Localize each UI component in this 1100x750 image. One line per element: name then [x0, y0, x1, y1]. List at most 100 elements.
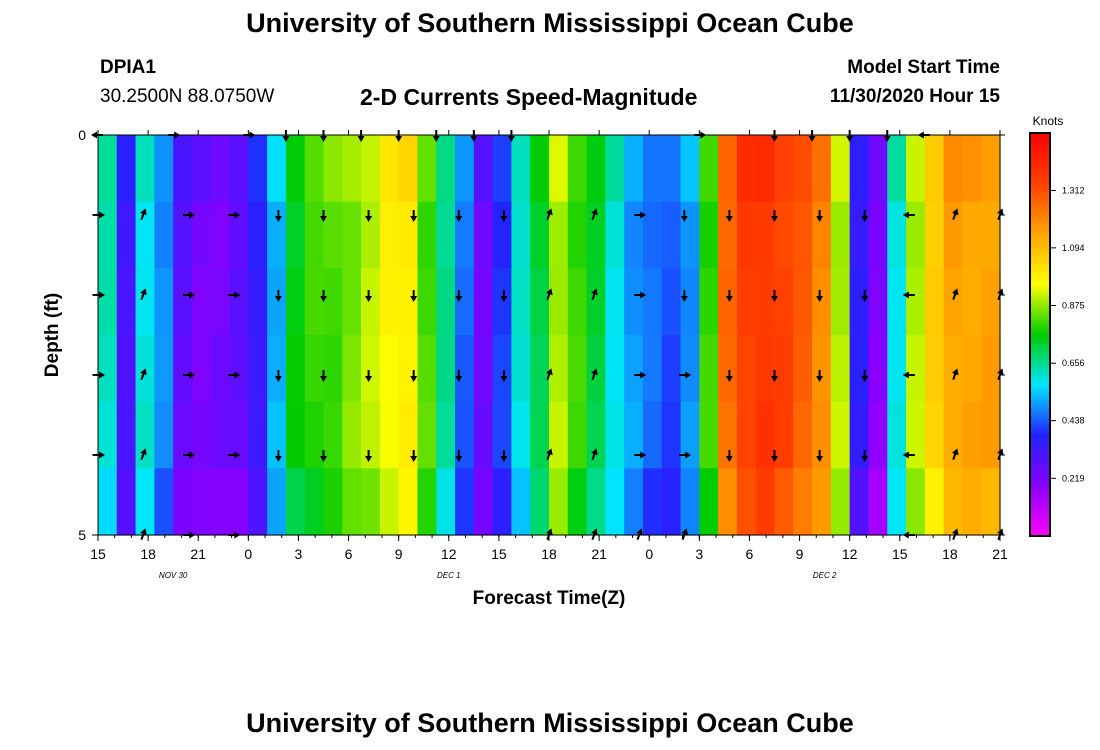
heatmap-cell [755, 401, 776, 469]
heatmap-cell [887, 268, 907, 336]
heatmap-cell [661, 401, 682, 469]
heatmap-cell [379, 335, 400, 403]
heatmap-cell [342, 201, 362, 269]
current-arrow [861, 210, 869, 222]
heatmap-cell [906, 201, 926, 269]
current-arrow [816, 210, 824, 222]
heatmap-cells [98, 135, 1001, 536]
heatmap-cell [605, 201, 625, 269]
heatmap-cell [849, 201, 870, 269]
heatmap-cell [492, 468, 513, 536]
heatmap-cell [473, 135, 494, 203]
heatmap-cell [285, 335, 306, 403]
heatmap-cell [924, 268, 945, 336]
heatmap-cell [812, 135, 832, 203]
heatmap-cell [116, 135, 137, 203]
heatmap-cell [755, 201, 776, 269]
heatmap-cell [605, 401, 625, 469]
heatmap-cell [624, 268, 644, 336]
y-tick-label: 5 [78, 527, 86, 543]
heatmap-cell [323, 201, 343, 269]
heatmap-cell [154, 335, 174, 403]
heatmap-cell [680, 335, 700, 403]
heatmap-cell [511, 201, 531, 269]
heatmap-cell [642, 268, 663, 336]
current-arrow [500, 290, 508, 302]
heatmap-cell [718, 401, 738, 469]
heatmap-cell [642, 468, 663, 536]
heatmap-cell [549, 468, 569, 536]
heatmap-cell [981, 201, 1001, 269]
current-arrow [455, 450, 463, 462]
heatmap-cell [285, 135, 306, 203]
heatmap-cell [455, 135, 475, 203]
heatmap-cell [624, 401, 644, 469]
heatmap-cell [549, 335, 569, 403]
heatmap-cell [943, 268, 964, 336]
date-label: DEC 2 [813, 571, 837, 580]
heatmap-cell [191, 201, 212, 269]
current-arrow [591, 288, 598, 301]
heatmap-cell [774, 335, 794, 403]
heatmap-cell [379, 201, 400, 269]
heatmap-cell [492, 268, 513, 336]
current-arrow [546, 448, 553, 461]
heatmap-cell [436, 268, 456, 336]
heatmap-cell [549, 268, 569, 336]
heatmap-cell [210, 135, 231, 203]
heatmap-cell [774, 468, 794, 536]
heatmap-cell [661, 335, 682, 403]
x-tick-label: 15 [491, 546, 507, 562]
heatmap-cell [267, 335, 287, 403]
current-arrow [274, 370, 282, 382]
current-arrow [500, 210, 508, 222]
heatmap-cell [210, 201, 231, 269]
current-arrow [274, 290, 282, 302]
date-label: DEC 1 [437, 571, 461, 580]
heatmap-cell [361, 135, 381, 203]
heatmap-cell [455, 401, 475, 469]
heatmap-cell [699, 401, 719, 469]
heatmap-cell [549, 401, 569, 469]
heatmap-cell [154, 468, 174, 536]
colorbar-tick-label: 0.656 [1062, 358, 1085, 368]
heatmap-cell [323, 135, 343, 203]
current-arrow [320, 450, 327, 462]
current-arrow [816, 290, 824, 302]
x-tick-label: 6 [345, 546, 353, 562]
heatmap-cell [135, 401, 155, 469]
page-title: University of Southern Mississippi Ocean… [246, 8, 854, 38]
current-arrow [816, 370, 824, 382]
heatmap-cell [868, 468, 888, 536]
colorbar-unit: Knots [1033, 114, 1064, 128]
heatmap-cell [173, 201, 193, 269]
heatmap-cell [229, 468, 249, 536]
heatmap-cell [342, 468, 362, 536]
current-arrow [140, 288, 147, 301]
heatmap-cell [830, 335, 851, 403]
model-start-label: Model Start Time [847, 57, 1000, 78]
heatmap-cell [135, 268, 155, 336]
heatmap-cell [473, 468, 494, 536]
heatmap-cell [210, 401, 231, 469]
heatmap-cell [906, 335, 926, 403]
heatmap-cell [567, 268, 588, 336]
heatmap-cell [661, 268, 682, 336]
colorbar-tick-label: 1.312 [1062, 185, 1085, 195]
x-tick-label: 18 [140, 546, 156, 562]
heatmap-cell [981, 268, 1001, 336]
heatmap-cell [398, 335, 419, 403]
heatmap-cell [248, 201, 268, 269]
heatmap-cell [530, 335, 550, 403]
heatmap-cell [924, 468, 945, 536]
heatmap-cell [849, 468, 870, 536]
heatmap-cell [248, 401, 268, 469]
heatmap-cell [436, 401, 456, 469]
heatmap-cell [98, 468, 118, 536]
current-arrow [228, 371, 241, 379]
heatmap-cell [473, 335, 494, 403]
heatmap-cell [116, 335, 137, 403]
x-tick-label: 12 [441, 546, 457, 562]
heatmap-cell [962, 335, 982, 403]
